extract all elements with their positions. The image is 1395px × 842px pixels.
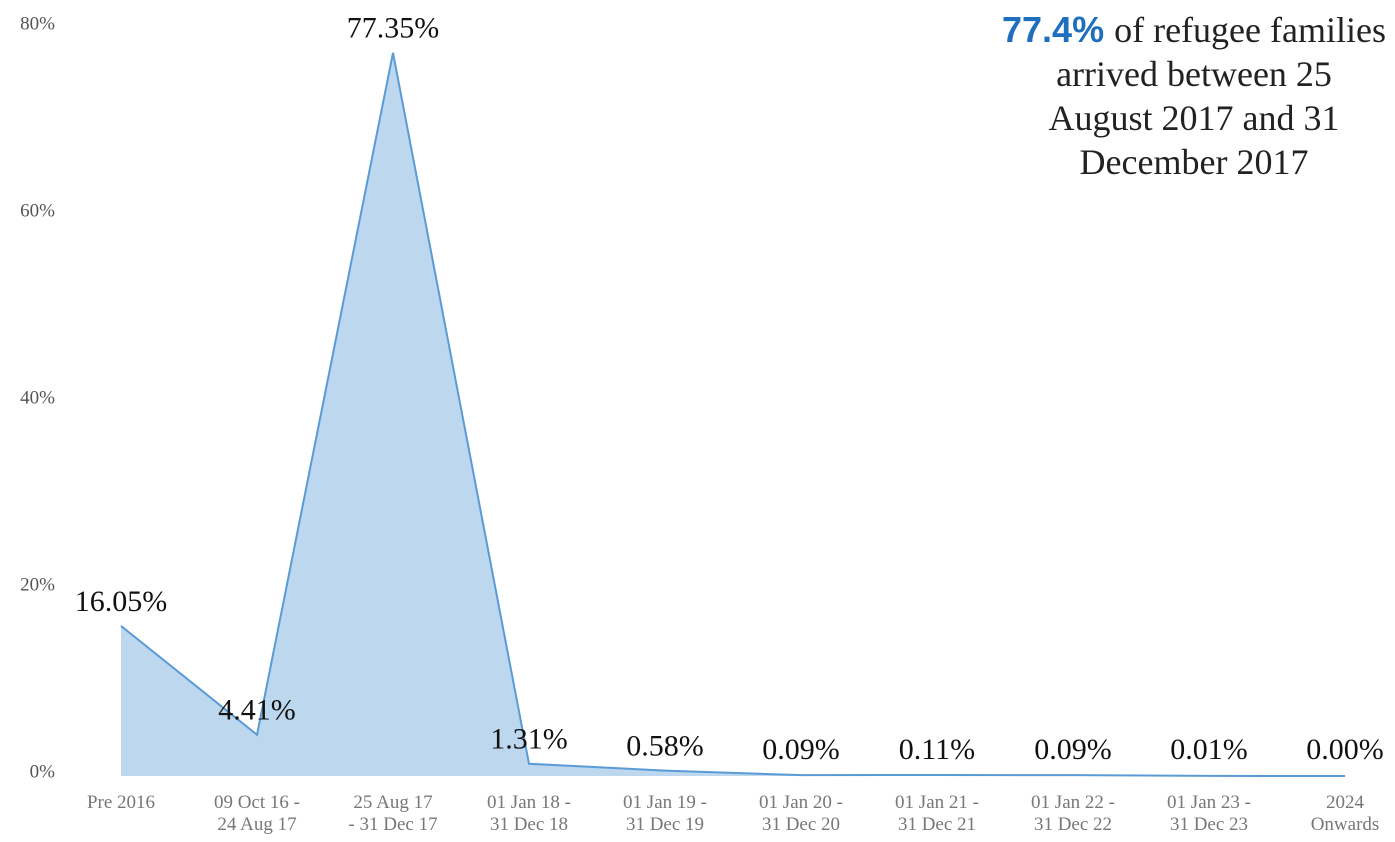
x-tick-label: 09 Oct 16 - 24 Aug 17 <box>213 792 300 835</box>
value-label: 0.58% <box>626 729 704 762</box>
x-tick-label: Pre 2016 <box>86 792 156 813</box>
annotation-text: of refugee families arrived between 25 A… <box>1048 10 1386 182</box>
y-tick-label: 80% <box>20 13 55 34</box>
x-tick-label: 01 Jan 21 - 31 Dec 21 <box>895 792 979 835</box>
value-label: 0.01% <box>1170 733 1248 766</box>
x-tick-label: 01 Jan 19 - 31 Dec 19 <box>623 792 707 835</box>
x-tick-label: 01 Jan 20 - 31 Dec 20 <box>759 792 843 835</box>
value-label: 16.05% <box>75 585 168 618</box>
x-tick-label: 01 Jan 23 - 31 Dec 23 <box>1167 792 1251 835</box>
annotation-highlight: 77.4% <box>1002 9 1105 50</box>
value-label: 0.00% <box>1306 733 1384 766</box>
y-tick-label: 60% <box>20 200 55 221</box>
value-label: 1.31% <box>490 723 568 756</box>
y-tick-label: 0% <box>30 761 56 782</box>
y-tick-label: 20% <box>20 574 55 595</box>
x-tick-label: 01 Jan 18 - 31 Dec 18 <box>487 792 571 835</box>
line <box>120 52 1346 777</box>
value-label: 0.09% <box>762 733 840 766</box>
annotation: 77.4% of refugee families arrived between… <box>858 8 1395 184</box>
value-label: 0.11% <box>899 733 975 766</box>
y-tick-label: 40% <box>20 387 55 408</box>
value-label: 4.41% <box>218 694 296 727</box>
x-tick-label: 01 Jan 22 - 31 Dec 22 <box>1031 792 1115 835</box>
value-label: 0.09% <box>1034 733 1112 766</box>
x-tick-label: 2024 Onwards <box>1310 792 1380 835</box>
value-label: 77.35% <box>347 12 440 45</box>
x-tick-label: 25 Aug 17 - 31 Dec 17 <box>348 792 438 835</box>
